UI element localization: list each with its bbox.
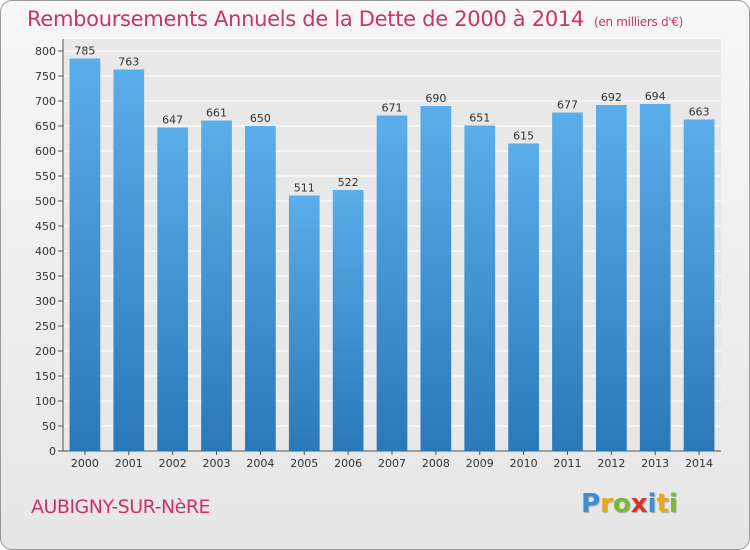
- x-tick-label: 2007: [378, 457, 406, 470]
- logo-letter: r: [600, 489, 613, 519]
- x-tick-label: 2012: [597, 457, 625, 470]
- bar-2014: [683, 119, 715, 451]
- bar-value-label: 763: [118, 56, 139, 69]
- bar-value-label: 671: [382, 102, 403, 115]
- bar-2001: [113, 69, 145, 451]
- city-name: AUBIGNY-SUR-NèRE: [31, 496, 211, 518]
- y-tick-label: 300: [35, 295, 56, 308]
- x-tick-label: 2009: [466, 457, 494, 470]
- y-tick-label: 400: [35, 245, 56, 258]
- x-tick-label: 2006: [334, 457, 362, 470]
- y-tick-label: 700: [35, 95, 56, 108]
- bar-2003: [201, 120, 232, 451]
- y-tick-label: 550: [35, 170, 56, 183]
- y-tick-label: 800: [35, 45, 56, 58]
- chart-subtitle: (en milliers d'€): [594, 15, 684, 29]
- bar-value-label: 663: [689, 106, 710, 119]
- logo-letter: i: [647, 489, 657, 519]
- y-tick-label: 500: [35, 195, 56, 208]
- bar-2000: [69, 58, 101, 451]
- x-tick-label: 2004: [246, 457, 274, 470]
- y-tick-label: 650: [35, 120, 56, 133]
- proxiti-logo: Proxiti: [581, 489, 678, 519]
- bar-value-label: 677: [557, 99, 578, 112]
- logo-letter: P: [581, 489, 601, 519]
- x-tick-label: 2003: [203, 457, 231, 470]
- bar-2011: [552, 112, 583, 451]
- bar-value-label: 661: [206, 107, 227, 120]
- logo-letter: t: [656, 489, 669, 519]
- y-tick-label: 200: [35, 345, 56, 358]
- logo-letter: o: [612, 489, 631, 519]
- x-tick-label: 2002: [159, 457, 187, 470]
- bar-2007: [376, 115, 408, 451]
- x-tick-label: 2014: [685, 457, 713, 470]
- y-tick-label: 600: [35, 145, 56, 158]
- x-tick-label: 2008: [422, 457, 450, 470]
- bar-value-label: 651: [469, 112, 490, 125]
- logo-letter: x: [630, 489, 648, 519]
- bar-value-label: 694: [645, 90, 666, 103]
- bar-2012: [595, 105, 627, 451]
- x-tick-label: 2013: [641, 457, 669, 470]
- y-tick-label: 50: [42, 420, 56, 433]
- bar-value-label: 511: [294, 182, 315, 195]
- bar-value-label: 647: [162, 114, 183, 127]
- bar-2005: [288, 195, 320, 451]
- x-tick-label: 2010: [510, 457, 538, 470]
- bar-2002: [157, 127, 189, 451]
- bar-value-label: 650: [250, 112, 271, 125]
- bar-2006: [332, 190, 364, 451]
- bar-2009: [464, 125, 496, 451]
- bar-value-label: 615: [513, 130, 534, 143]
- bar-2013: [639, 104, 671, 451]
- chart-title-text: Remboursements Annuels de la Dette de 20…: [27, 7, 584, 31]
- x-tick-label: 2005: [290, 457, 318, 470]
- y-tick-label: 750: [35, 70, 56, 83]
- bar-value-label: 690: [425, 92, 446, 105]
- y-tick-label: 450: [35, 220, 56, 233]
- bar-2004: [245, 126, 276, 451]
- y-tick-label: 350: [35, 270, 56, 283]
- bar-value-label: 785: [74, 45, 95, 58]
- bar-value-label: 522: [338, 176, 359, 189]
- x-tick-label: 2000: [71, 457, 99, 470]
- y-tick-label: 0: [49, 445, 56, 458]
- y-tick-label: 150: [35, 370, 56, 383]
- x-tick-label: 2011: [553, 457, 581, 470]
- y-tick-label: 250: [35, 320, 56, 333]
- logo-letter: i: [668, 489, 678, 519]
- chart-title: Remboursements Annuels de la Dette de 20…: [27, 7, 683, 31]
- bar-2010: [508, 143, 539, 451]
- x-tick-label: 2001: [115, 457, 143, 470]
- bar-value-label: 692: [601, 91, 622, 104]
- bar-2008: [420, 106, 452, 451]
- y-tick-label: 100: [35, 395, 56, 408]
